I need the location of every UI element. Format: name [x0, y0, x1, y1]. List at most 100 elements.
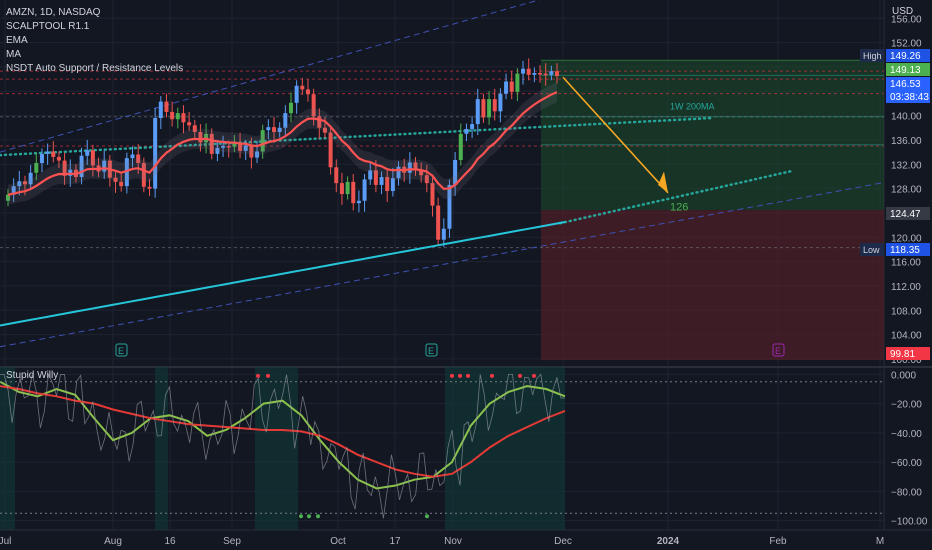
price-label-value: 146.53	[890, 79, 921, 90]
candle-body	[390, 178, 395, 192]
candle-body	[543, 73, 548, 76]
candle-body	[85, 150, 90, 156]
price-label-tag	[860, 243, 884, 256]
ema-ribbon	[8, 82, 557, 205]
price-tick: 108.00	[891, 306, 922, 317]
x-tick: Dec	[554, 536, 572, 547]
price-label-value: 149.13	[890, 65, 921, 76]
indicator-nsdt[interactable]: NSDT Auto Support / Resistance Levels	[6, 63, 184, 74]
price-tick: 112.00	[891, 282, 921, 293]
candle-body	[345, 181, 350, 195]
candle-body	[379, 177, 384, 185]
candle-body	[436, 205, 441, 240]
osc-tick: 0.000	[891, 370, 916, 381]
price-label-box	[886, 49, 930, 62]
candle-body	[339, 183, 344, 195]
x-tick: Feb	[769, 536, 787, 547]
candle-body	[424, 175, 429, 184]
candle-body	[509, 81, 514, 92]
candle-body	[356, 200, 361, 204]
candle-body	[515, 73, 520, 92]
candle-body	[45, 151, 50, 154]
ema-line	[7, 91, 558, 196]
candle-body	[498, 93, 503, 112]
candle-body	[34, 163, 39, 173]
candle-body	[458, 133, 463, 160]
candle-body	[90, 150, 95, 166]
candle-body	[430, 183, 435, 206]
candle-body	[51, 151, 56, 157]
osc-marker-bottom	[316, 514, 320, 519]
candle-body	[147, 186, 152, 189]
osc-marker-top	[518, 373, 522, 378]
x-tick: Aug	[104, 536, 122, 547]
price-label-value: 99.81	[890, 349, 915, 360]
price-label-box	[886, 207, 930, 220]
earnings-marker-label: E	[775, 346, 781, 356]
currency-label[interactable]: USD	[892, 6, 914, 17]
candle-body	[283, 113, 288, 128]
candle-body	[492, 99, 497, 112]
indicator-ma[interactable]: MA	[6, 49, 21, 60]
indicator-scalptool[interactable]: SCALPTOOL R1.1	[6, 21, 90, 32]
projection-arrow	[562, 76, 669, 194]
price-label-tag	[860, 49, 884, 62]
projection-support-line	[558, 169, 794, 225]
price-label-name: High	[863, 51, 882, 61]
osc-line-raw	[0, 372, 566, 519]
candle-body	[260, 130, 265, 152]
oscillator-title[interactable]: Stupid Willy	[6, 370, 59, 381]
x-tick: 16	[164, 536, 176, 547]
candle-body	[255, 151, 260, 158]
osc-marker-top	[532, 373, 536, 378]
candle-body	[181, 113, 186, 123]
earnings-marker-label: E	[118, 346, 124, 356]
price-tick: 156.00	[891, 14, 922, 25]
candle-body	[158, 101, 163, 119]
price-label-box	[886, 243, 930, 256]
osc-marker-top	[266, 373, 270, 378]
candle-body	[447, 184, 452, 229]
osc-line-green	[0, 380, 566, 490]
weekly-200ma	[0, 116, 714, 157]
candle-body	[79, 155, 84, 178]
candle-body	[317, 116, 322, 128]
candle-body	[119, 181, 124, 187]
x-tick: 2024	[657, 536, 680, 547]
candle-body	[22, 181, 27, 185]
candle-body	[470, 124, 475, 129]
candle-body	[192, 125, 197, 133]
candle-body	[277, 127, 282, 133]
candle-body	[102, 160, 107, 172]
candle-body	[11, 186, 16, 195]
candle-body	[6, 194, 10, 201]
candle-body	[555, 71, 559, 77]
candle-body	[136, 154, 141, 164]
candle-body	[368, 170, 373, 180]
symbol-line[interactable]: AMZN, 1D, NASDAQ	[6, 7, 101, 18]
candle-body	[238, 142, 243, 151]
x-tick: Sep	[223, 536, 241, 547]
candle-body	[362, 179, 367, 201]
earnings-marker	[772, 343, 785, 357]
candle-body	[17, 181, 22, 187]
candle-body	[532, 73, 537, 75]
osc-tick: −100.00	[891, 517, 928, 528]
price-tick: 104.00	[891, 331, 922, 342]
x-tick: Oct	[330, 536, 346, 547]
osc-marker-bottom	[425, 514, 429, 519]
candle-body	[487, 99, 492, 118]
price-label-box	[886, 347, 930, 360]
candle-body	[322, 127, 327, 133]
osc-tick: −40.00	[891, 429, 922, 440]
candle-body	[175, 113, 180, 120]
indicator-ema[interactable]: EMA	[6, 35, 28, 46]
candle-body	[453, 159, 458, 185]
candle-body	[266, 127, 271, 131]
osc-marker-top	[490, 373, 494, 378]
candle-body	[481, 99, 486, 118]
candle-body	[249, 145, 254, 158]
candle-body	[141, 163, 146, 187]
channel-upper	[0, 0, 541, 153]
